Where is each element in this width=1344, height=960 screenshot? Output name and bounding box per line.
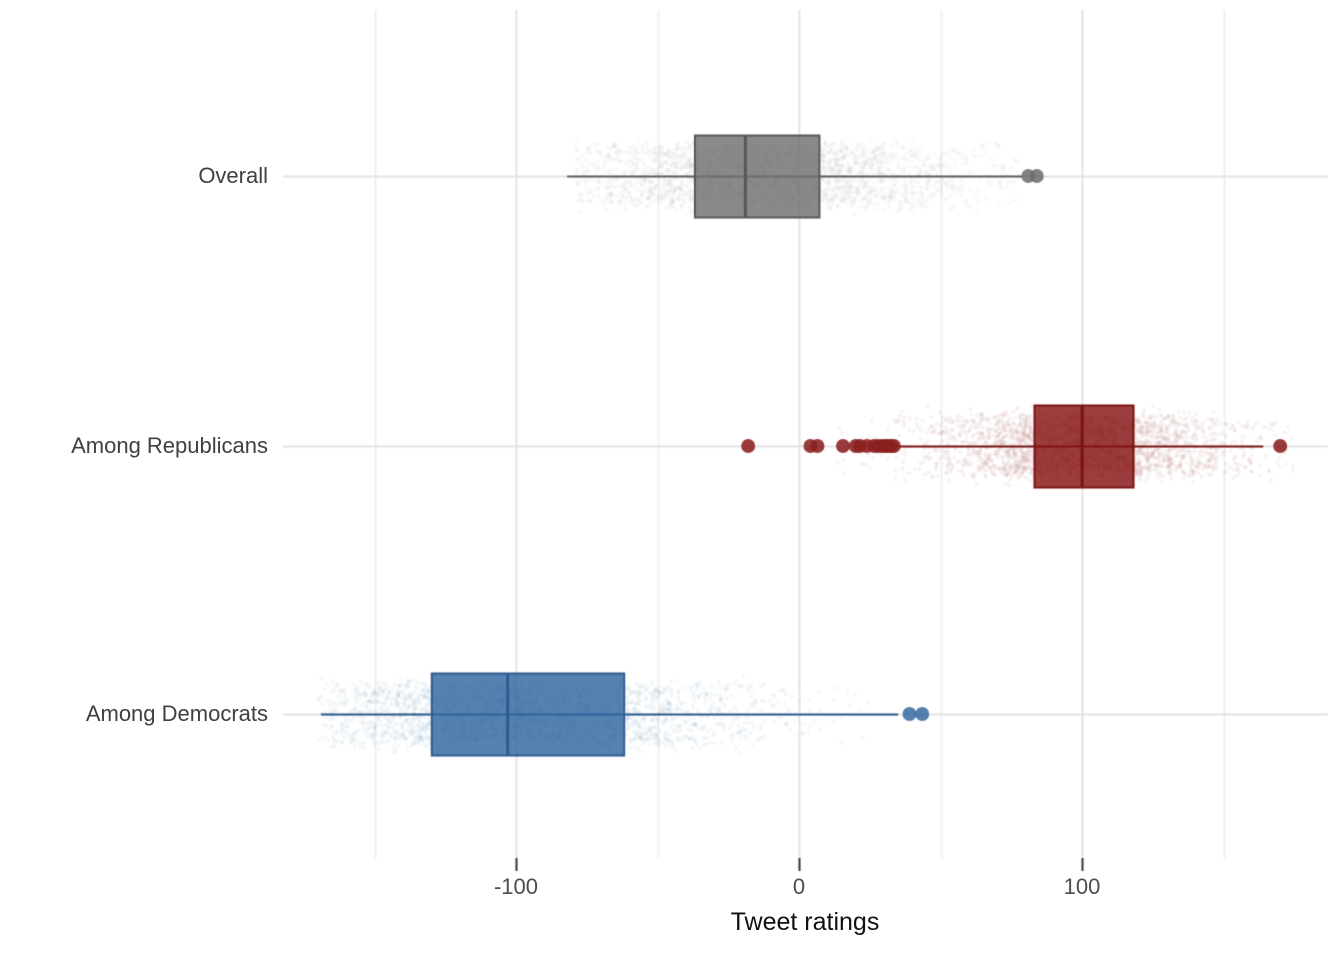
y-axis-label-among-republicans: Among Republicans [71, 433, 268, 458]
x-tick-label-0: 0 [792, 874, 806, 899]
x-axis-title: Tweet ratings [730, 908, 880, 936]
y-axis-label-among-democrats: Among Democrats [85, 701, 268, 726]
y-axis-label-overall: Overall [198, 163, 268, 188]
x-tick-label-100: 100 [1063, 874, 1101, 899]
x-tick-label-neg100: -100 [493, 874, 539, 899]
